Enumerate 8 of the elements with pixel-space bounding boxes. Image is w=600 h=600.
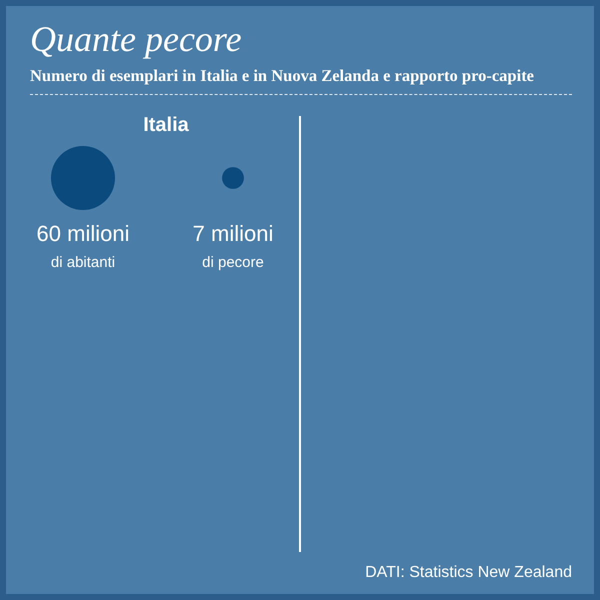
- data-label: 60 milioni: [36, 221, 130, 246]
- category-label: di pecore: [202, 254, 264, 271]
- category-label: di abitanti: [50, 254, 116, 271]
- text: Quante pecore: [30, 18, 242, 60]
- text: DATI: Statistics New Zealand: [365, 564, 572, 582]
- data-label: 7 milioni: [192, 221, 274, 246]
- text: Numero di esemplari in Italia e in Nuova Zelanda e rapporto pro-capite: [30, 66, 534, 86]
- text: Italia: [142, 114, 190, 137]
